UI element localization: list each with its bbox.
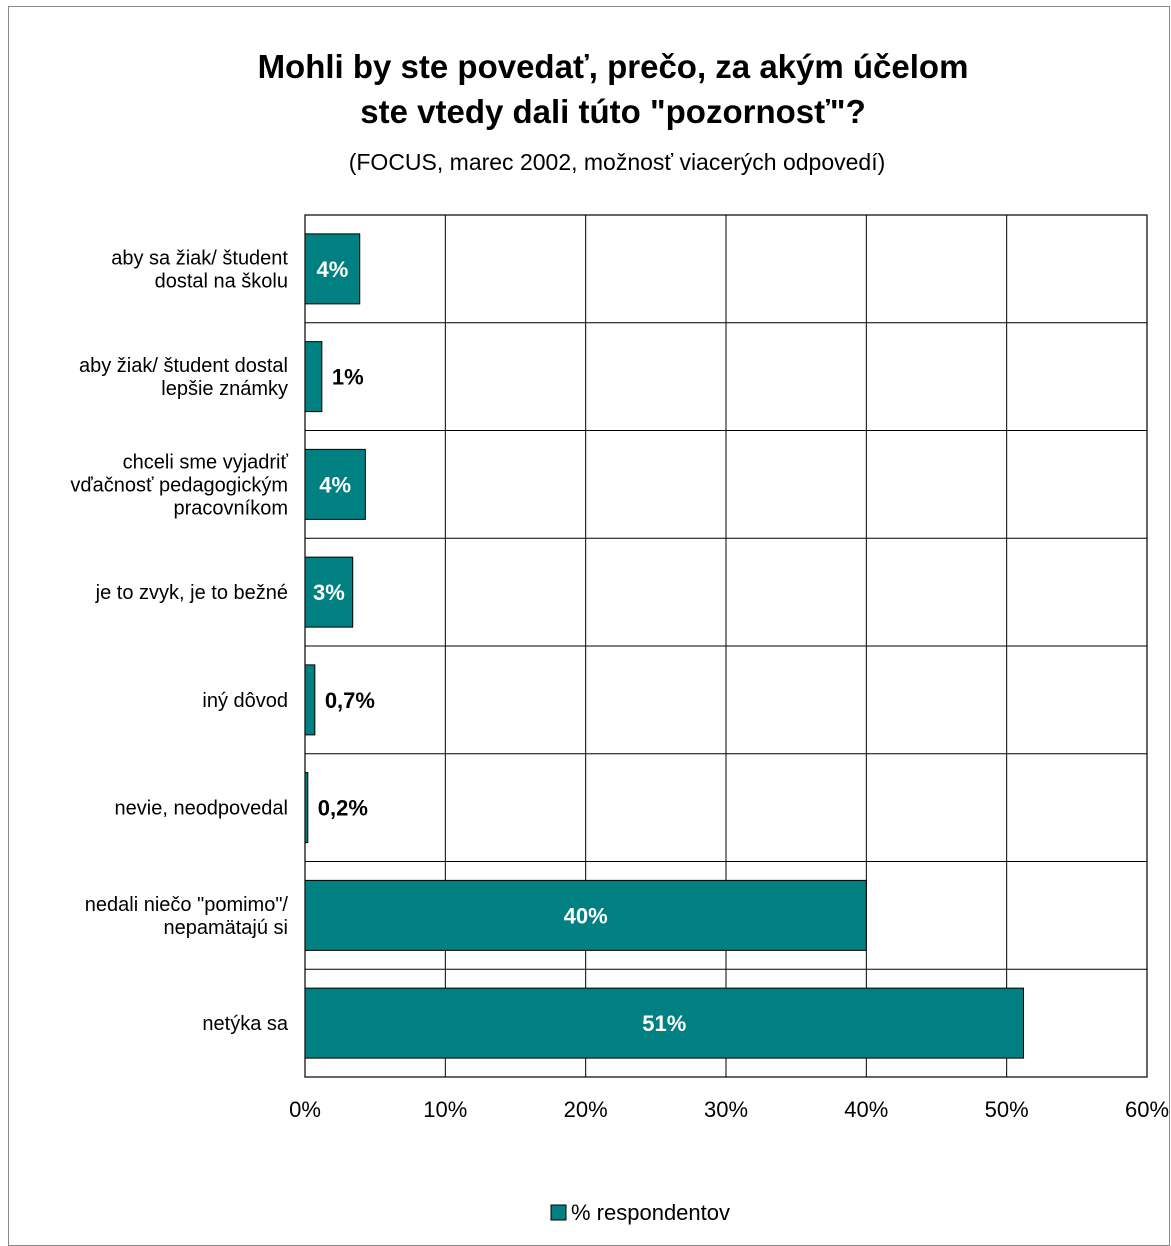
x-tick-label: 10% <box>423 1097 467 1122</box>
chart-title-line: Mohli by ste povedať, prečo, za akým úče… <box>258 48 969 85</box>
bar <box>304 772 309 844</box>
data-label: 0,2% <box>318 796 368 821</box>
legend-swatch <box>550 1204 567 1221</box>
data-label: 51% <box>642 1011 686 1036</box>
x-tick-label: 60% <box>1125 1097 1169 1122</box>
data-label: 40% <box>564 903 608 928</box>
category-label: nepamätajú si <box>163 917 288 939</box>
category-label: je to zvyk, je to bežné <box>95 582 288 604</box>
chart-subtitle: (FOCUS, marec 2002, možnosť viacerých od… <box>349 149 886 175</box>
category-label: aby žiak/ študent dostal <box>79 355 288 377</box>
x-tick-label: 0% <box>289 1097 321 1122</box>
category-label: pracovníkom <box>174 497 289 519</box>
category-label: dostal na školu <box>155 270 288 292</box>
data-label: 1% <box>332 365 364 390</box>
bar <box>304 556 354 628</box>
bar <box>304 664 316 736</box>
category-label: nevie, neodpovedal <box>115 798 288 820</box>
category-label: vďačnosť pedagogickým <box>70 474 288 496</box>
plot-area: 0% 10% 20% 30% 40% 50% 60% aby sa žiak/ študent… <box>70 214 1169 1122</box>
x-tick-label: 50% <box>985 1097 1029 1122</box>
x-tick-label: 20% <box>564 1097 608 1122</box>
bar <box>304 879 867 951</box>
data-label: 4% <box>316 257 348 282</box>
category-label: chceli sme vyjadriť <box>123 451 289 473</box>
bar <box>304 341 323 413</box>
bar <box>304 233 361 305</box>
category-label: iný dôvod <box>202 690 288 712</box>
legend: % respondentov <box>550 1200 730 1225</box>
x-tick-label: 40% <box>844 1097 888 1122</box>
data-label: 0,7% <box>325 688 375 713</box>
chart-title-line: ste vtedy dali túto "pozornosť"? <box>360 93 865 130</box>
chart-title: Mohli by ste povedať, prečo, za akým úče… <box>258 48 969 130</box>
category-label: netýka sa <box>202 1013 288 1035</box>
bar <box>304 987 1025 1059</box>
data-label: 4% <box>319 472 351 497</box>
category-label: aby sa žiak/ študent <box>111 247 288 269</box>
bar <box>304 448 366 520</box>
plot-border <box>304 214 1148 1078</box>
x-tick-label: 30% <box>704 1097 748 1122</box>
legend-label: % respondentov <box>571 1200 730 1225</box>
category-label: lepšie známky <box>161 378 288 400</box>
category-label: nedali niečo "pomimo"/ <box>85 894 289 916</box>
data-label: 3% <box>313 580 345 605</box>
